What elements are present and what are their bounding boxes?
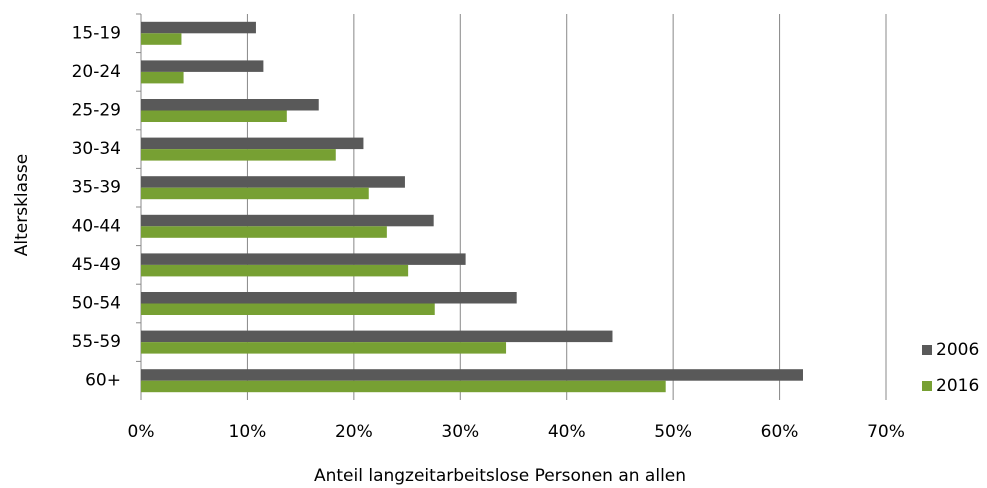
- bar: [141, 303, 435, 315]
- x-tick-label: 50%: [654, 422, 692, 442]
- bar: [141, 176, 405, 188]
- bar: [141, 214, 434, 227]
- bar: [141, 137, 364, 150]
- y-tick-label: 35-39: [72, 178, 121, 198]
- legend-swatch: [922, 381, 932, 391]
- bar: [141, 99, 319, 111]
- bar: [141, 380, 666, 393]
- y-tick-label: 55-59: [72, 332, 121, 352]
- bar: [141, 21, 256, 34]
- bar: [141, 71, 184, 84]
- x-tick-label: 20%: [335, 422, 373, 442]
- y-tick-label: 45-49: [72, 255, 121, 275]
- legend-swatch: [922, 345, 932, 355]
- x-tick-label: 0%: [128, 422, 155, 442]
- x-tick-label: 70%: [867, 422, 905, 442]
- y-tick-label: 30-34: [72, 139, 121, 159]
- bar: [141, 253, 466, 265]
- y-axis-label: Altersklasse: [12, 154, 32, 256]
- bar: [141, 226, 387, 238]
- legend-label: 2006: [936, 340, 979, 360]
- bar: [141, 187, 369, 200]
- x-tick-label: 60%: [761, 422, 799, 442]
- x-axis-label: Anteil langzeitarbeitslose Personen an a…: [314, 466, 686, 486]
- y-tick-label: 25-29: [72, 101, 121, 121]
- bar: [141, 33, 182, 45]
- bar: [141, 342, 507, 354]
- legend-label: 2016: [936, 376, 979, 396]
- x-tick-label: 40%: [548, 422, 586, 442]
- bar: [141, 369, 803, 381]
- bar: [141, 149, 336, 161]
- y-tick-label: 15-19: [72, 23, 121, 43]
- bar: [141, 330, 613, 343]
- bar: [141, 60, 264, 72]
- y-tick-label: 60+: [85, 371, 121, 391]
- y-tick-label: 50-54: [72, 294, 121, 314]
- y-tick-label: 40-44: [72, 216, 121, 236]
- bar: [141, 110, 287, 122]
- x-tick-label: 10%: [229, 422, 267, 442]
- y-tick-label: 20-24: [72, 62, 121, 82]
- bar: [141, 292, 517, 304]
- x-tick-label: 30%: [441, 422, 479, 442]
- bar: [141, 264, 409, 277]
